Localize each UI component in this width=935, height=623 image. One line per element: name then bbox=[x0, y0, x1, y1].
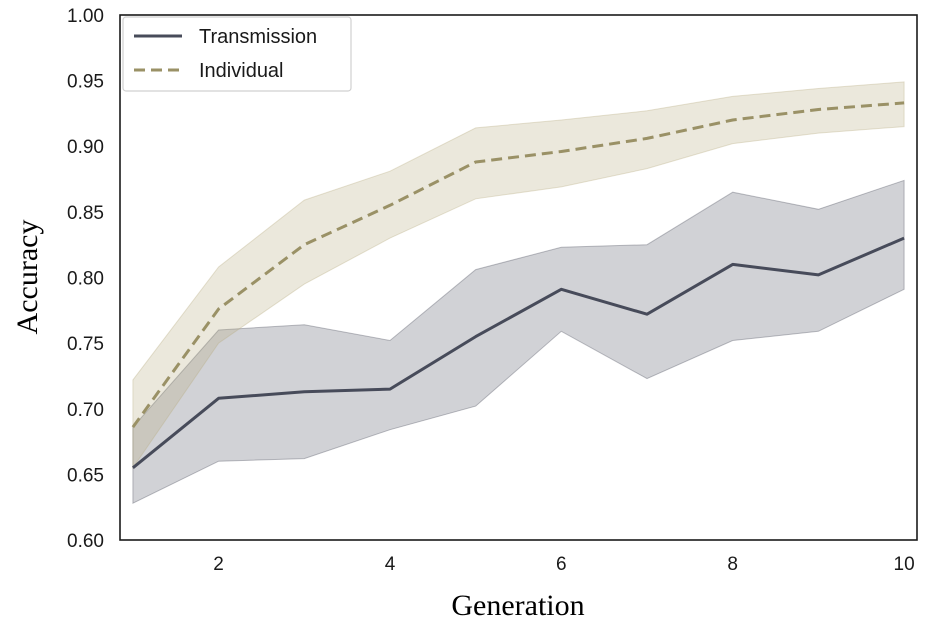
x-axis-ticks: 2 4 6 8 10 bbox=[213, 554, 914, 575]
x-axis-label: Generation bbox=[451, 589, 584, 622]
x-tick-label: 6 bbox=[556, 554, 567, 575]
y-tick-label: 0.75 bbox=[67, 334, 104, 355]
y-tick-label: 0.90 bbox=[67, 137, 104, 158]
y-tick-label: 0.70 bbox=[67, 400, 104, 421]
confidence-bands bbox=[132, 81, 905, 505]
legend-label-individual: Individual bbox=[199, 60, 284, 82]
plot-frame bbox=[119, 14, 918, 541]
x-tick-label: 2 bbox=[213, 554, 224, 575]
x-tick-label: 4 bbox=[385, 554, 396, 575]
y-axis-label: Accuracy bbox=[11, 220, 44, 335]
transmission-confidence-band bbox=[132, 179, 905, 505]
y-axis-ticks: 0.60 0.65 0.70 0.75 0.80 0.85 0.90 0.95 1.00 bbox=[67, 6, 104, 552]
legend: Transmission Individual bbox=[122, 16, 352, 92]
individual-confidence-band bbox=[132, 81, 905, 470]
y-tick-label: 0.95 bbox=[67, 72, 104, 93]
y-tick-label: 0.65 bbox=[67, 465, 104, 486]
transmission-line bbox=[131, 236, 905, 469]
x-tick-label: 8 bbox=[727, 554, 738, 575]
y-tick-label: 1.00 bbox=[67, 6, 104, 27]
legend-label-transmission: Transmission bbox=[199, 26, 317, 48]
y-tick-label: 0.85 bbox=[67, 203, 104, 224]
individual-line bbox=[131, 101, 905, 428]
series-lines bbox=[131, 101, 905, 469]
y-tick-label: 0.80 bbox=[67, 269, 104, 290]
x-tick-label: 10 bbox=[894, 554, 915, 575]
y-tick-label: 0.60 bbox=[67, 531, 104, 552]
